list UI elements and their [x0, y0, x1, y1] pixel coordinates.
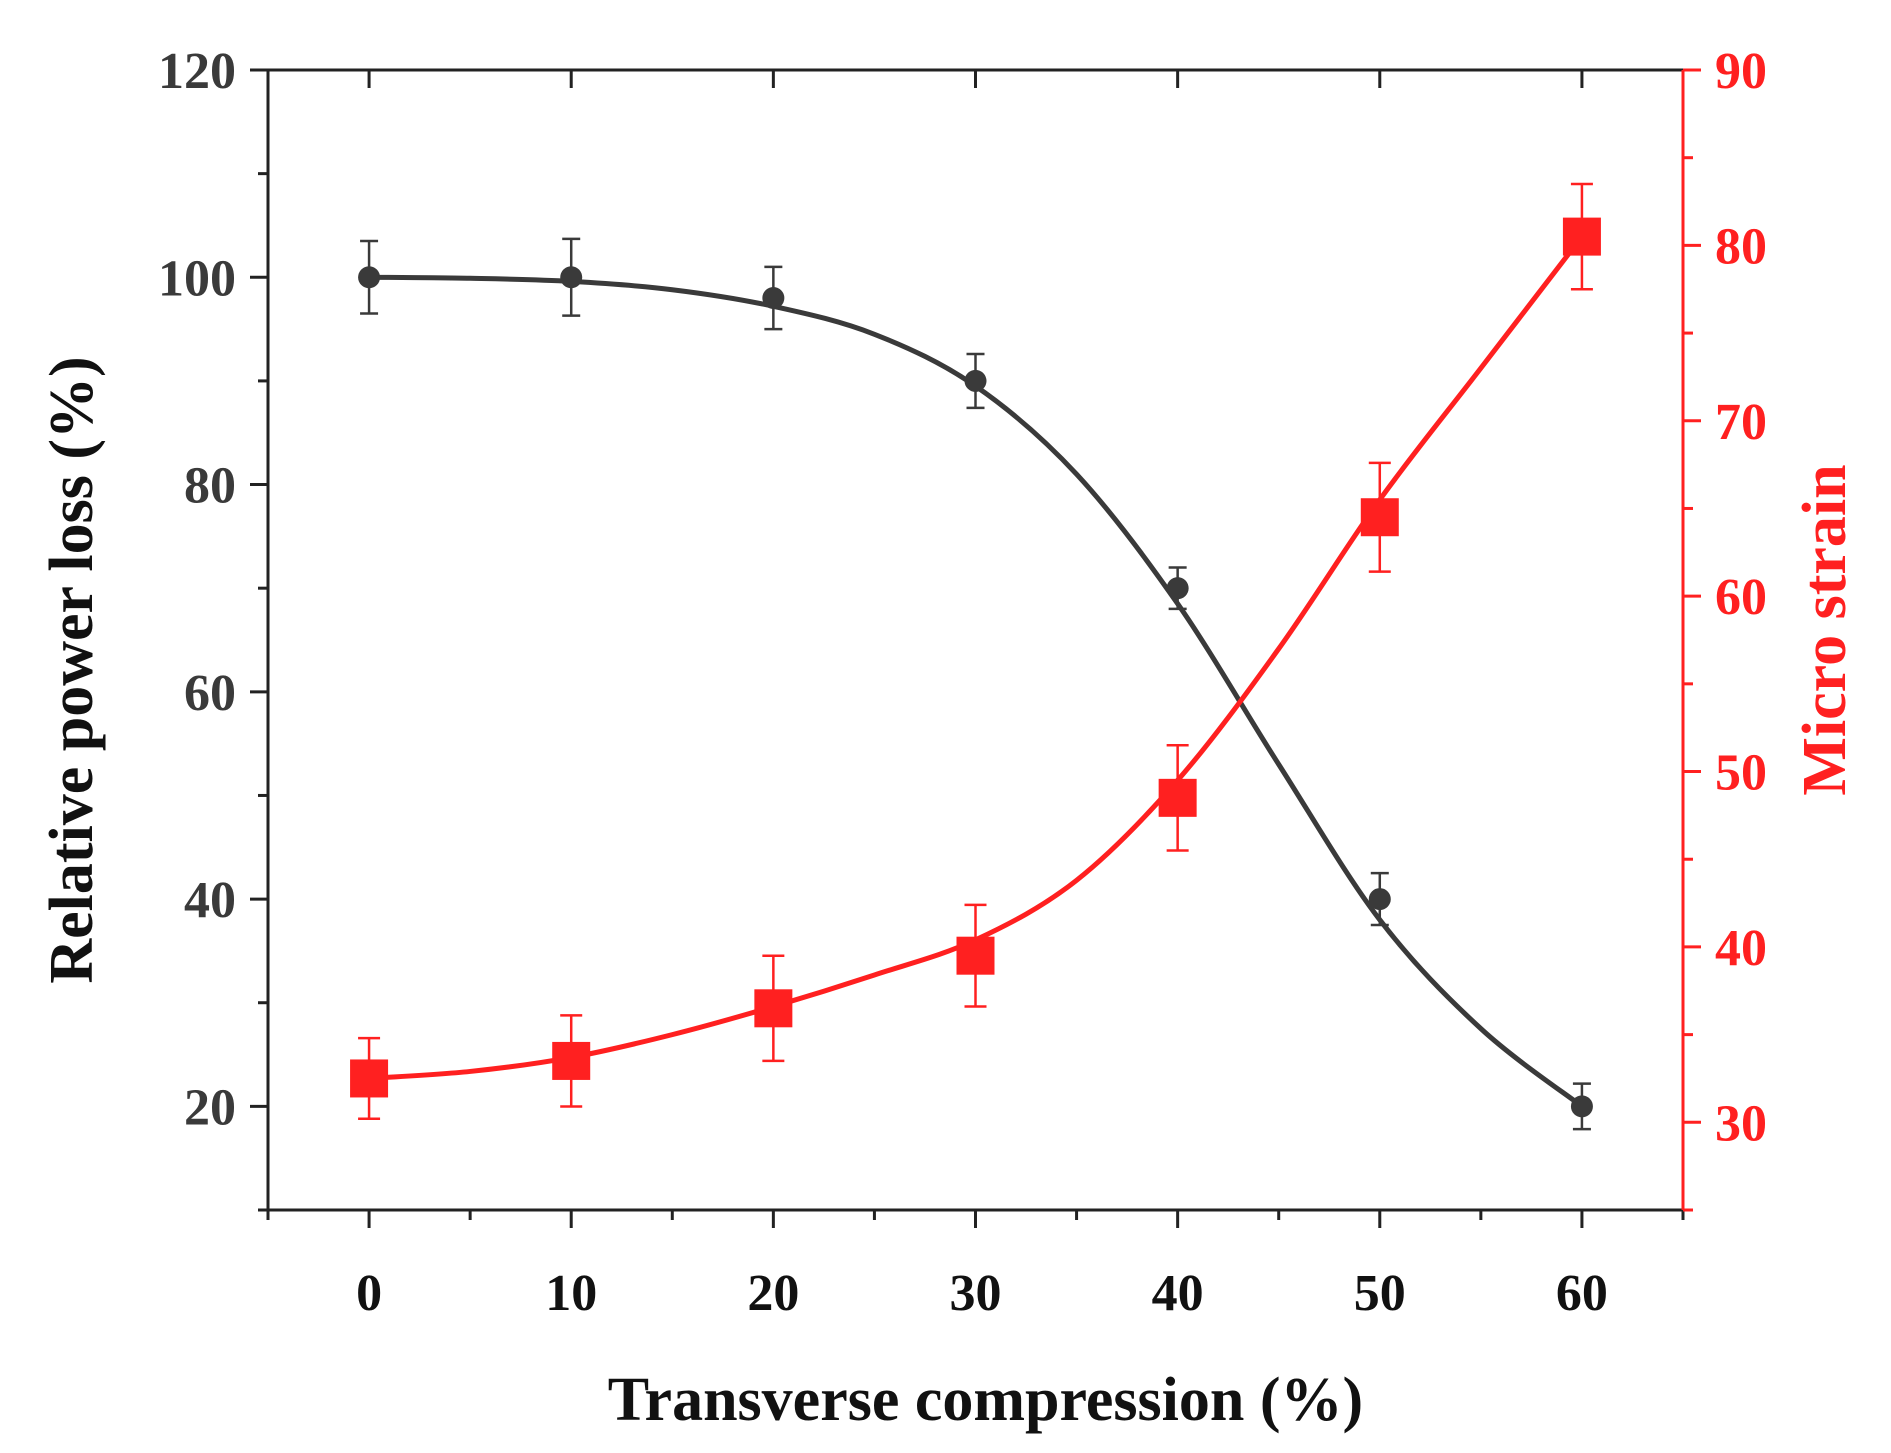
left-y-tick-label: 40	[184, 872, 236, 929]
x-tick-label: 10	[545, 1265, 597, 1322]
relative-power-loss-point	[560, 266, 583, 289]
right-y-tick-label: 50	[1715, 745, 1767, 802]
micro-strain-point	[1158, 778, 1197, 817]
left-y-tick-label: 20	[184, 1079, 236, 1136]
micro-strain-point	[552, 1041, 591, 1080]
micro-strain-point	[754, 989, 793, 1028]
left-y-tick-label: 100	[158, 250, 236, 307]
x-tick-label: 30	[950, 1265, 1002, 1322]
left-y-tick-label: 80	[184, 458, 236, 515]
right-y-tick-label: 90	[1715, 43, 1767, 100]
right-y-tick-label: 60	[1715, 569, 1767, 626]
right-y-tick-label: 80	[1715, 218, 1767, 275]
micro-strain-point	[1360, 498, 1399, 537]
micro-strain-point	[350, 1059, 389, 1098]
relative-power-loss-point	[1166, 577, 1189, 600]
x-axis-title: Transverse compression (%)	[608, 1366, 1363, 1434]
relative-power-loss-point	[1368, 888, 1391, 911]
x-tick-label: 50	[1354, 1265, 1406, 1322]
x-tick-label: 60	[1556, 1265, 1608, 1322]
relative-power-loss-point	[964, 369, 987, 392]
micro-strain-point	[956, 936, 995, 975]
relative-power-loss-point	[1570, 1095, 1593, 1118]
x-tick-label: 0	[356, 1265, 382, 1322]
left-y-tick-label: 120	[158, 43, 236, 100]
left-y-axis-title: Relative power loss (%)	[38, 356, 106, 983]
right-y-tick-label: 30	[1715, 1095, 1767, 1152]
left-y-tick-label: 60	[184, 665, 236, 722]
right-y-axis-title: Micro strain	[1791, 464, 1859, 795]
relative-power-loss-point	[762, 287, 785, 309]
right-y-tick-label: 40	[1715, 920, 1767, 977]
x-tick-label: 20	[747, 1265, 799, 1322]
relative-power-loss-point	[358, 266, 381, 289]
x-tick-label: 40	[1152, 1265, 1204, 1322]
right-y-tick-label: 70	[1715, 394, 1767, 451]
micro-strain-point	[1562, 217, 1601, 256]
